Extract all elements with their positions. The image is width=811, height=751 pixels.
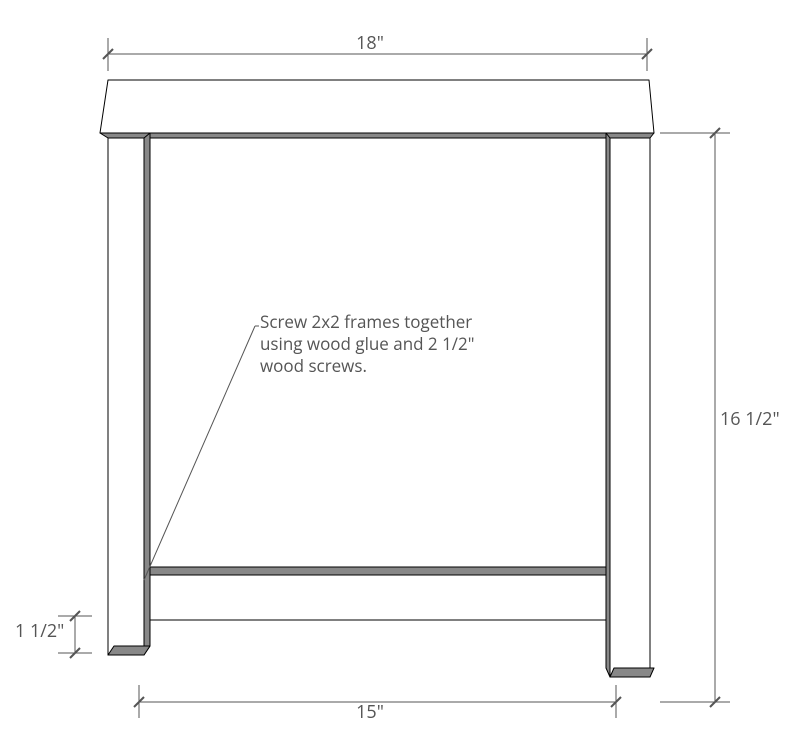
- dim-label-bottom: 15": [356, 700, 384, 724]
- annotation-line-0: Screw 2x2 frames together: [260, 310, 472, 333]
- right-leg-left-face: [606, 133, 610, 677]
- right-leg-bottom: [610, 668, 654, 677]
- bottom-rail-top: [144, 567, 610, 575]
- annotation-line-2: wood screws.: [260, 354, 367, 377]
- right-leg-front: [610, 138, 650, 677]
- top-rail-front: [100, 80, 654, 133]
- dim-label-right: 16 1/2": [720, 407, 780, 431]
- top-rail-underside: [100, 133, 654, 138]
- left-leg-front: [108, 138, 144, 655]
- left-leg-bottom: [108, 646, 150, 655]
- annotation-line-1: using wood glue and 2 1/2": [260, 332, 475, 355]
- dim-label-left: 1 1/2": [15, 619, 64, 643]
- bottom-rail-front: [144, 575, 610, 620]
- dim-label-top: 18": [356, 31, 384, 55]
